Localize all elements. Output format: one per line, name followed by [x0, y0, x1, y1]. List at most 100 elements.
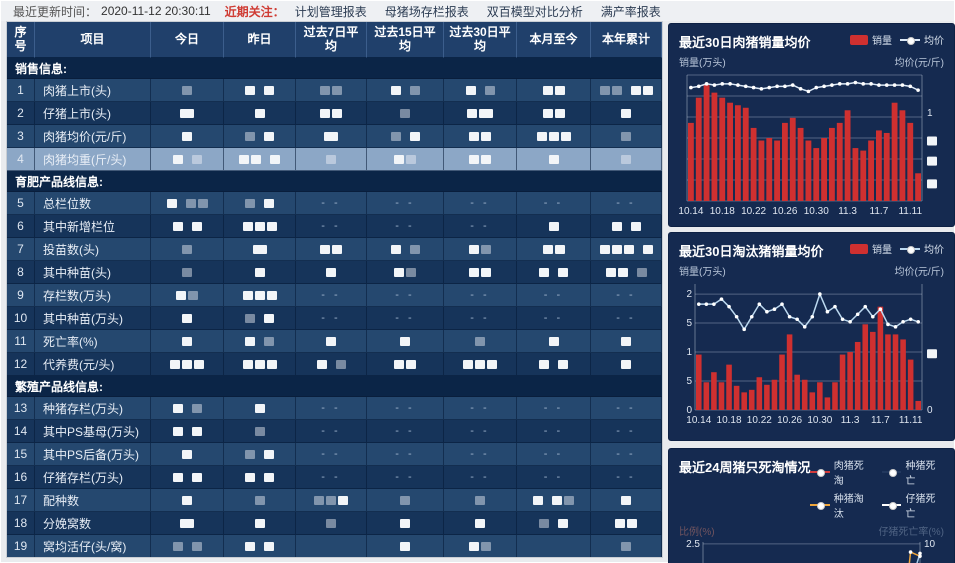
table-row-16[interactable]: 16 仔猪存栏(万头) - -- -- -- -- -	[7, 466, 662, 489]
svg-text:10.14: 10.14	[686, 415, 711, 426]
table-row-12[interactable]: 12 代养费(元/头)	[7, 353, 662, 376]
table-row-8[interactable]: 8 其中种苗(头)	[7, 261, 662, 284]
column-header: 过去7日平均	[296, 22, 367, 58]
table-row-13[interactable]: 13 种猪存栏(万头) - -- -- -- -- -	[7, 397, 662, 420]
row-item-label: 分娩窝数	[35, 512, 151, 535]
table-row-5[interactable]: 5 总栏位数 - -- -- -- -- -	[7, 192, 662, 215]
redacted-value	[475, 359, 485, 369]
menu-item-计划管理报表[interactable]: 计划管理报表	[294, 4, 367, 19]
data-cell	[444, 330, 517, 353]
redacted-value	[191, 403, 202, 413]
chart1-left-axis-label: 销量(万头)	[679, 58, 726, 69]
redacted-value	[394, 359, 404, 369]
column-header: 本月至今	[517, 22, 591, 58]
redacted-value	[172, 472, 183, 482]
redacted-value	[406, 359, 416, 369]
data-cell	[591, 535, 662, 557]
redacted-value	[400, 495, 410, 505]
chart-card-pig-sales: 最近30日肉猪销量均价 销量 均价 销量(万头) 均价(元/斤) 10.14 10…	[668, 23, 955, 227]
redacted-value	[320, 244, 330, 254]
chart3-legend-种猪死亡[interactable]: 种猪死亡	[882, 457, 944, 487]
table-row-4[interactable]: 4 肉猪均重(斤/头)	[7, 148, 662, 171]
legend-label: 销量	[872, 36, 892, 47]
data-cell	[224, 420, 296, 443]
data-cell	[224, 148, 296, 171]
redacted-value	[245, 198, 255, 208]
row-item-label: 仔猪存栏(万头)	[35, 466, 151, 489]
redacted-value	[611, 221, 622, 231]
data-cell: - -	[367, 466, 444, 489]
redacted-value	[621, 336, 631, 346]
row-number: 9	[7, 284, 35, 307]
data-cell	[517, 512, 591, 535]
data-cell	[591, 102, 662, 125]
redacted-value	[264, 472, 274, 482]
redacted-value	[191, 426, 202, 436]
data-cell	[151, 261, 224, 284]
data-cell	[444, 102, 517, 125]
data-cell	[151, 148, 224, 171]
data-cell	[224, 284, 296, 307]
table-row-3[interactable]: 3 肉猪均价(元/斤)	[7, 125, 662, 148]
redacted-value	[487, 359, 497, 369]
data-cell	[151, 535, 224, 557]
redacted-value	[469, 267, 479, 277]
menu-item-满产率报表[interactable]: 满产率报表	[600, 4, 661, 19]
table-row-19[interactable]: 19 窝均活仔(头/窝)	[7, 535, 662, 557]
data-cell: - -	[444, 397, 517, 420]
data-cell	[517, 261, 591, 284]
table-row-2[interactable]: 2 仔猪上市(头)	[7, 102, 662, 125]
row-item-label: 其中PS基母(万头)	[35, 420, 151, 443]
chart2-plot: 10.14 10.18 10.22 10.26 10.30 11.3 11.7 11.11 2 5…	[686, 284, 937, 426]
chart3-legend-肉猪死淘[interactable]: 肉猪死淘	[810, 457, 872, 487]
data-cell	[296, 102, 367, 125]
redacted-value	[621, 495, 631, 505]
menu-item-母猪场存栏报表[interactable]: 母猪场存栏报表	[384, 4, 469, 19]
row-item-label: 种猪存栏(万头)	[35, 397, 151, 420]
redacted-value	[332, 85, 342, 95]
redacted-value	[335, 359, 346, 369]
svg-text:10: 10	[924, 539, 936, 550]
data-cell	[517, 125, 591, 148]
svg-text:10.14: 10.14	[679, 206, 704, 217]
data-cell	[591, 79, 662, 102]
data-cell: - -	[517, 307, 591, 330]
data-cell	[444, 148, 517, 171]
redacted-value	[409, 85, 420, 95]
legend-label: 销量	[872, 245, 892, 256]
table-row-10[interactable]: 10 其中种苗(万头) - -- -- -- -- -	[7, 307, 662, 330]
chart2-legend-sales[interactable]: 销量	[850, 241, 892, 256]
table-row-6[interactable]: 6 其中新增栏位 - -- -- -	[7, 215, 662, 238]
redacted-value	[182, 313, 192, 323]
data-cell	[151, 307, 224, 330]
chart3-legend-种猪淘汰[interactable]: 种猪淘汰	[810, 490, 872, 520]
chart2-legend-price[interactable]: 均价	[900, 241, 944, 256]
chart3-legend-仔猪死亡[interactable]: 仔猪死亡	[882, 490, 944, 520]
row-item-label: 仔猪上市(头)	[35, 102, 151, 125]
redacted-value	[182, 85, 192, 95]
chart1-legend-price[interactable]: 均价	[900, 32, 944, 47]
data-cell	[151, 284, 224, 307]
menu-item-双百模型对比分析[interactable]: 双百模型对比分析	[486, 4, 583, 19]
table-row-17[interactable]: 17 配种数	[7, 489, 662, 512]
chart2-left-axis-label: 销量(万头)	[679, 267, 726, 278]
redacted-value	[182, 336, 192, 346]
svg-text:10.30: 10.30	[807, 415, 832, 426]
table-row-9[interactable]: 9 存栏数(万头) - -- -- -- -- -	[7, 284, 662, 307]
data-cell	[444, 353, 517, 376]
redacted-value	[182, 359, 192, 369]
redacted-value	[533, 495, 543, 505]
row-number: 1	[7, 79, 35, 102]
bar-legend-marker	[850, 243, 868, 254]
chart1-legend-sales[interactable]: 销量	[850, 32, 892, 47]
redacted-value	[542, 85, 553, 95]
redacted-value	[548, 221, 559, 231]
table-row-7[interactable]: 7 投苗数(头)	[7, 238, 662, 261]
table-row-15[interactable]: 15 其中PS后备(万头) - -- -- -- -- -	[7, 443, 662, 466]
table-row-11[interactable]: 11 死亡率(%)	[7, 330, 662, 353]
table-row-18[interactable]: 18 分娩窝数	[7, 512, 662, 535]
redacted-value	[400, 108, 410, 118]
svg-text:11.11: 11.11	[899, 415, 923, 426]
table-row-1[interactable]: 1 肉猪上市(头)	[7, 79, 662, 102]
table-row-14[interactable]: 14 其中PS基母(万头) - -- -- -- -- -	[7, 420, 662, 443]
